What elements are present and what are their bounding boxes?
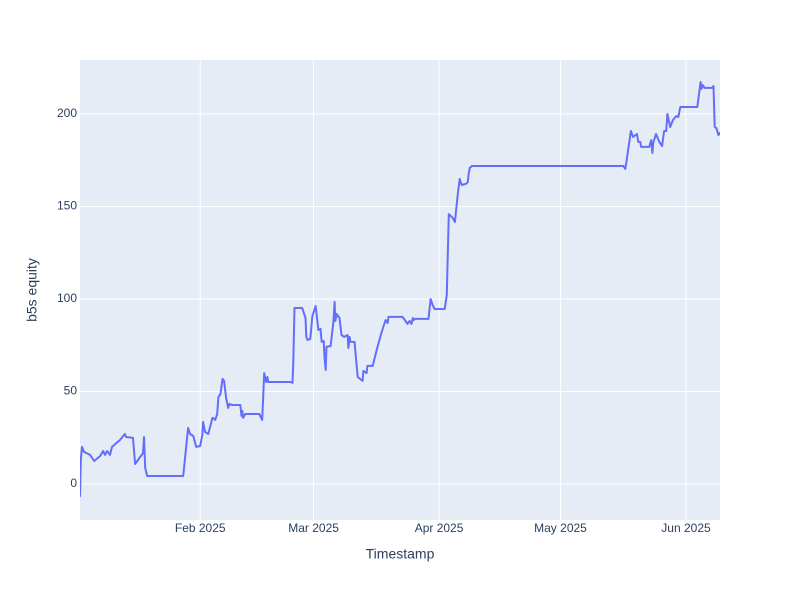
x-tick-label: Mar 2025 [288, 521, 339, 535]
y-tick-label: 150 [57, 199, 77, 213]
line [80, 81, 720, 497]
x-tick-label: May 2025 [534, 521, 587, 535]
x-tick-label: Jun 2025 [661, 521, 711, 535]
grid [80, 60, 720, 520]
x-axis-title: Timestamp [366, 546, 435, 562]
y-tick-label: 100 [57, 291, 77, 305]
plot-area [80, 60, 720, 520]
y-tick-label: 200 [57, 106, 77, 120]
y-tick-label: 0 [70, 476, 77, 490]
x-tick-label: Apr 2025 [415, 521, 464, 535]
x-tick-label: Feb 2025 [175, 521, 226, 535]
lines [80, 81, 720, 497]
y-tick-label: 50 [64, 384, 78, 398]
y-axis-title: b5s equity [24, 258, 40, 322]
